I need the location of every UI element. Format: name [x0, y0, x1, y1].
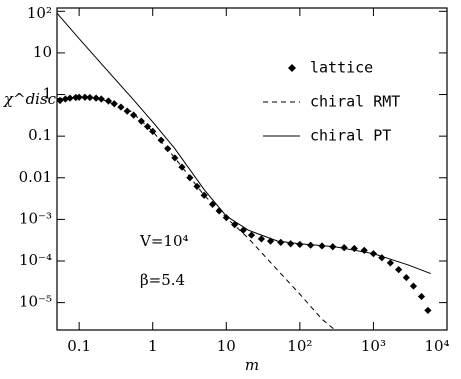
data-point [257, 235, 265, 243]
y-tick-label: 0.01 [19, 168, 52, 186]
data-point [56, 96, 64, 105]
data-point [424, 306, 432, 315]
data-point [402, 273, 410, 282]
y-tick-label: 10 [33, 43, 52, 61]
series-line [56, 12, 431, 275]
annotation: V=10⁴ [139, 232, 189, 250]
data-point [386, 259, 394, 267]
y-tick-label: 10⁻³ [19, 209, 52, 227]
data-point [123, 107, 131, 115]
data-point [110, 100, 118, 108]
annotation: β=5.4 [140, 271, 185, 289]
data-point [360, 246, 368, 254]
data-point [409, 282, 418, 290]
data-point [157, 136, 165, 144]
y-tick-label: 10⁻⁵ [19, 293, 52, 311]
data-point [307, 241, 315, 249]
data-point [61, 95, 69, 103]
y-tick-label: 10⁻⁴ [19, 251, 52, 269]
data-point [277, 238, 285, 247]
x-tick-label: 10⁴ [424, 337, 449, 355]
data-point [340, 244, 348, 252]
data-point [417, 292, 426, 301]
data-point [287, 240, 295, 248]
data-point [395, 266, 403, 274]
y-tick-label: 1 [42, 85, 52, 103]
x-tick-label: 10 [217, 337, 236, 355]
data-point [239, 226, 247, 234]
legend-label: chiral PT [310, 127, 391, 145]
data-point [97, 95, 105, 103]
data-point [86, 93, 94, 102]
legend-marker [288, 64, 296, 72]
data-point [130, 111, 138, 119]
data-point [296, 240, 304, 249]
data-point [378, 254, 386, 262]
legend-label: lattice [310, 59, 373, 77]
legend-label: chiral RMT [310, 93, 400, 111]
y-tick-label: 0.1 [28, 126, 52, 144]
x-tick-label: 10³ [361, 337, 386, 355]
series-line [56, 96, 336, 331]
plot-frame [56, 7, 448, 331]
y-axis-label: χ^disc [3, 90, 57, 108]
x-axis-label: m [245, 356, 259, 374]
data-point [231, 220, 239, 229]
x-tick-label: 10² [287, 337, 312, 355]
x-tick-label: 1 [148, 337, 158, 355]
y-tick-label: 10² [27, 4, 52, 22]
x-tick-label: 0.1 [67, 337, 91, 355]
data-point [247, 231, 256, 239]
